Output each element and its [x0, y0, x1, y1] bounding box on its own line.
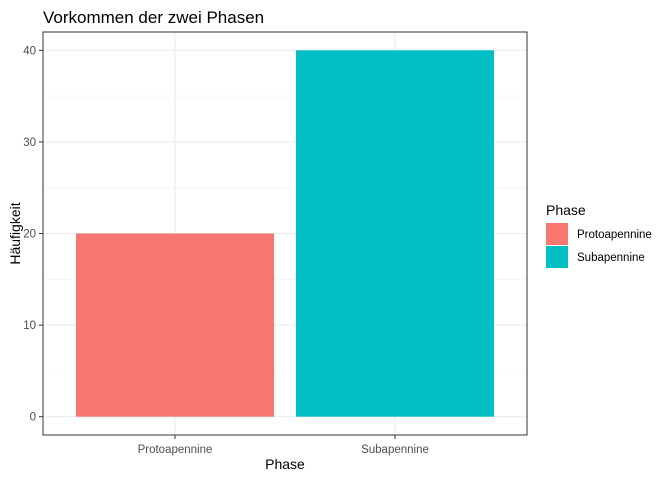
y-tick-label: 10 [23, 320, 36, 332]
chart-title: Vorkommen der zwei Phasen [43, 8, 264, 27]
y-axis-title: Häufigkeit [7, 202, 23, 264]
y-tick-label: 40 [23, 45, 36, 57]
legend-label-subapennine: Subapennine [577, 252, 645, 264]
legend: Phase Protoapennine Subapennine [546, 202, 652, 268]
legend-title: Phase [546, 202, 586, 218]
legend-label-protoapennine: Protoapennine [577, 229, 652, 241]
y-tick-label: 20 [23, 229, 36, 241]
y-axis: 0 10 20 30 40 [23, 45, 43, 424]
y-tick-label: 30 [23, 137, 36, 149]
x-tick-label: Protoapennine [138, 444, 213, 456]
x-axis: Protoapennine Subapennine [138, 435, 429, 456]
legend-key-protoapennine [546, 223, 568, 245]
bars [76, 50, 494, 417]
x-tick-label: Subapennine [361, 444, 429, 456]
bar-subapennine [296, 50, 494, 417]
x-axis-title: Phase [265, 456, 305, 472]
y-tick-label: 0 [30, 412, 36, 424]
bar-protoapennine [76, 233, 274, 417]
legend-key-subapennine [546, 246, 568, 268]
